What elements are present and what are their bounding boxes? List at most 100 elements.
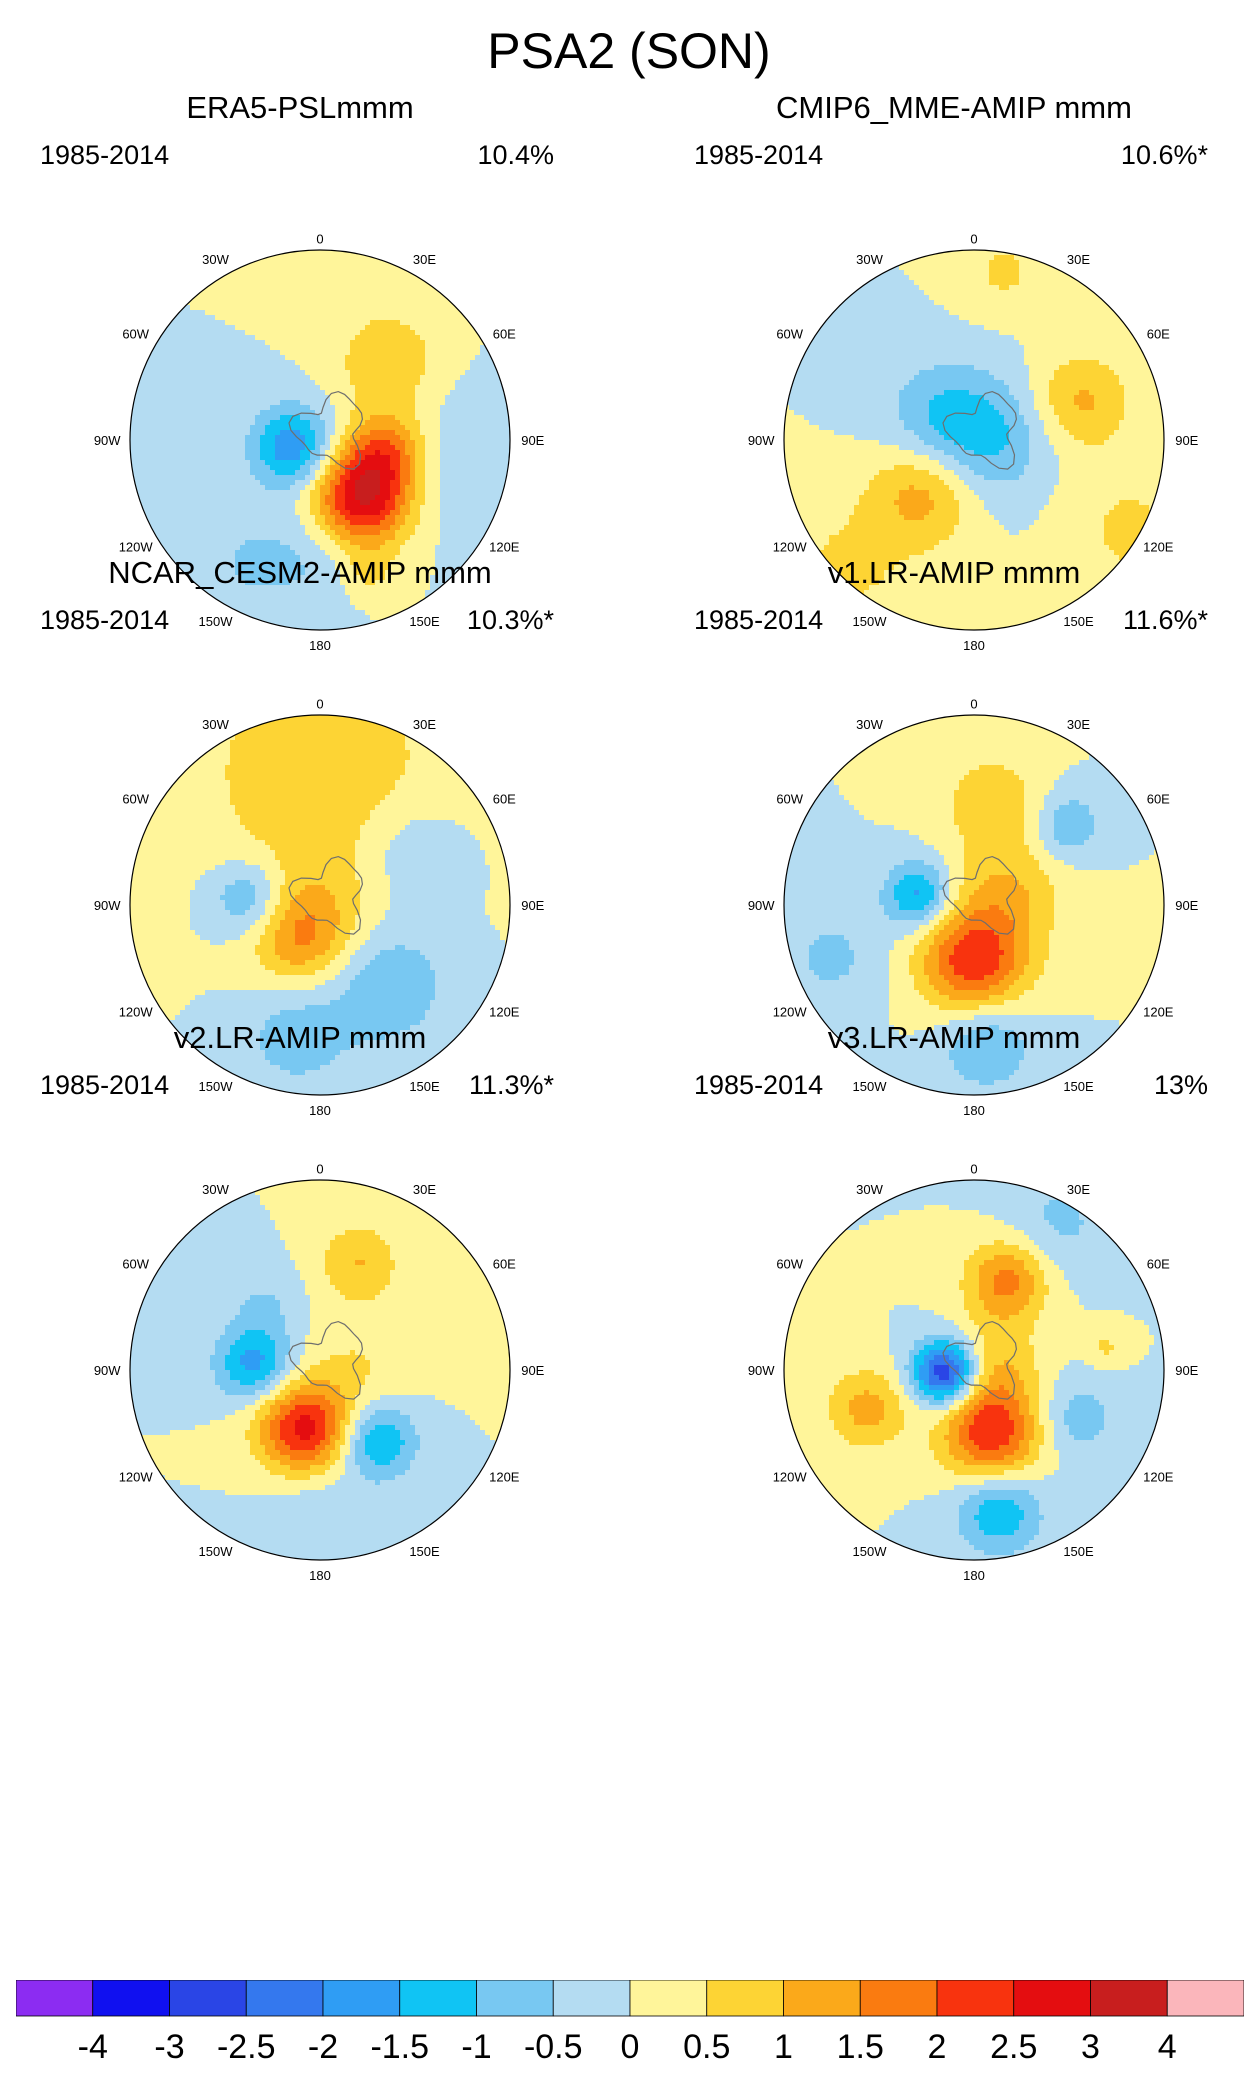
longitude-label: 30W xyxy=(202,252,229,267)
longitude-label: 0 xyxy=(970,697,977,712)
map-boundary xyxy=(129,1179,511,1561)
longitude-label: 60E xyxy=(493,327,516,342)
longitude-label: 60W xyxy=(776,327,803,342)
panel-variance: 10.6%* xyxy=(1121,140,1208,171)
colorbar-box xyxy=(552,1980,631,2017)
longitude-label: 0 xyxy=(316,697,323,712)
map-boundary xyxy=(129,714,511,1096)
longitude-label: 120E xyxy=(489,539,520,554)
polar-map: 0 30E 60E 90E 120E 150E 180 150W 120W 90W 60W 30W xyxy=(748,232,1199,654)
longitude-label: 30E xyxy=(1067,252,1090,267)
longitude-label: 120E xyxy=(1143,1004,1174,1019)
longitude-label: 90E xyxy=(1175,898,1198,913)
longitude-label: 90E xyxy=(1175,433,1198,448)
longitude-label: 150E xyxy=(1063,1544,1094,1559)
map-panel: v1.LR-AMIP mmm 1985-2014 11.6%* 0 30E 60E 90E 1… xyxy=(674,555,1234,1135)
map-boundary xyxy=(783,1179,1165,1561)
colorbar-tick-label: -2.5 xyxy=(217,2028,276,2067)
longitude-label: 0 xyxy=(316,232,323,247)
longitude-label: 30W xyxy=(856,252,883,267)
longitude-label: 120E xyxy=(1143,1469,1174,1484)
longitude-label: 90W xyxy=(748,898,775,913)
longitude-label: 150W xyxy=(199,1079,234,1094)
longitude-label: 30E xyxy=(413,252,436,267)
longitude-label: 0 xyxy=(970,1162,977,1177)
colorbar: -4 -3 -2.5 -2 -1.5 -1 -0.5 0 0.5 1 1.5 2 2.5 3 4 xyxy=(16,1960,1244,2080)
longitude-label: 60E xyxy=(1147,327,1170,342)
colorbar-box xyxy=(399,1980,477,2017)
colorbar-box xyxy=(629,1980,708,2017)
colorbar-tick-label: -4 xyxy=(78,2028,108,2067)
colorbar-box xyxy=(1166,1980,1244,2017)
antarctica-coastline xyxy=(942,855,1018,935)
longitude-label: 0 xyxy=(316,1162,323,1177)
longitude-label: 120W xyxy=(773,1004,808,1019)
longitude-label: 60E xyxy=(1147,792,1170,807)
panel-variance: 11.6%* xyxy=(1123,605,1208,636)
longitude-label: 120W xyxy=(119,539,154,554)
longitude-label: 180 xyxy=(309,1568,331,1583)
longitude-label: 30E xyxy=(1067,717,1090,732)
colorbar-box xyxy=(859,1980,938,2017)
longitude-label: 60W xyxy=(776,792,803,807)
longitude-label: 120E xyxy=(1143,539,1174,554)
longitude-label: 180 xyxy=(309,638,331,653)
panel-variance: 13% xyxy=(1154,1070,1208,1101)
longitude-label: 60W xyxy=(776,1257,803,1272)
longitude-label: 120W xyxy=(773,539,808,554)
longitude-label: 150E xyxy=(409,614,440,629)
longitude-label: 0 xyxy=(970,232,977,247)
colorbar-tick-label: 2 xyxy=(928,2028,947,2067)
anomaly-field xyxy=(784,1180,1164,1560)
panel-period: 1985-2014 xyxy=(694,140,823,171)
colorbar-box xyxy=(1090,1980,1168,2017)
polar-map: 0 30E 60E 90E 120E 150E 180 150W 120W 90W 60W 30W xyxy=(94,697,545,1119)
colorbar-tick-label: -0.5 xyxy=(524,2028,583,2067)
panel-period: 1985-2014 xyxy=(40,605,169,636)
colorbar-box xyxy=(706,1980,784,2017)
longitude-label: 30W xyxy=(856,717,883,732)
anomaly-field xyxy=(784,250,1164,630)
colorbar-box xyxy=(476,1980,554,2017)
figure-title: PSA2 (SON) xyxy=(0,22,1258,80)
panel-period: 1985-2014 xyxy=(40,140,169,171)
longitude-label: 30E xyxy=(1067,1182,1090,1197)
map-panel: CMIP6_MME-AMIP mmm 1985-2014 10.6%* 0 30E 60E… xyxy=(674,90,1234,670)
panel-variance: 11.3%* xyxy=(469,1070,554,1101)
panel-period: 1985-2014 xyxy=(694,1070,823,1101)
map-boundary xyxy=(129,249,511,631)
longitude-label: 180 xyxy=(963,1103,985,1118)
colorbar-tick-label: 1.5 xyxy=(837,2028,884,2067)
map-boundary xyxy=(783,714,1165,1096)
longitude-label: 120W xyxy=(119,1004,154,1019)
polar-map: 0 30E 60E 90E 120E 150E 180 150W 120W 90W 60W 30W xyxy=(94,232,545,654)
anomaly-field xyxy=(130,1180,510,1560)
longitude-label: 150W xyxy=(853,1079,888,1094)
colorbar-box xyxy=(245,1980,324,2017)
colorbar-box xyxy=(92,1980,170,2017)
map-panel: v3.LR-AMIP mmm 1985-2014 13% 0 30E 60E 90E 120E… xyxy=(674,1020,1234,1600)
longitude-label: 60W xyxy=(122,792,149,807)
longitude-label: 120W xyxy=(773,1469,808,1484)
panel-title: v2.LR-AMIP mmm xyxy=(20,1020,580,1056)
longitude-label: 90W xyxy=(748,433,775,448)
longitude-label: 150E xyxy=(409,1079,440,1094)
colorbar-boxes xyxy=(16,1980,1244,2017)
colorbar-box xyxy=(169,1980,247,2017)
polar-map: 0 30E 60E 90E 120E 150E 180 150W 120W 90W 60W 30W xyxy=(748,1162,1199,1584)
longitude-label: 120E xyxy=(489,1469,520,1484)
longitude-label: 30W xyxy=(202,717,229,732)
longitude-label: 90W xyxy=(748,1363,775,1378)
colorbar-box xyxy=(16,1980,94,2017)
longitude-label: 30E xyxy=(413,1182,436,1197)
longitude-label: 30W xyxy=(202,1182,229,1197)
colorbar-box xyxy=(783,1980,861,2017)
longitude-label: 60W xyxy=(122,327,149,342)
antarctica-coastline xyxy=(288,390,364,470)
colorbar-tick-label: -2 xyxy=(308,2028,338,2067)
longitude-label: 150W xyxy=(853,1544,888,1559)
longitude-label: 30W xyxy=(856,1182,883,1197)
longitude-label: 60W xyxy=(122,1257,149,1272)
colorbar-tick-label: 2.5 xyxy=(990,2028,1037,2067)
longitude-label: 60E xyxy=(493,1257,516,1272)
